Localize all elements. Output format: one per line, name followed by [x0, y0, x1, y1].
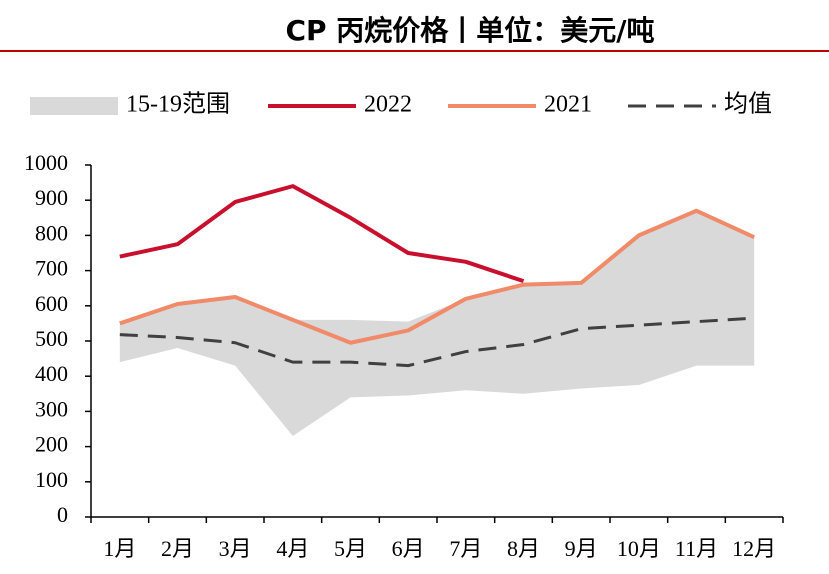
x-tick-label: 9月 — [565, 536, 598, 561]
legend-label: 2021 — [544, 92, 592, 118]
y-tick-label: 0 — [57, 502, 68, 527]
y-tick-label: 1000 — [24, 150, 68, 175]
legend-label: 均值 — [724, 91, 772, 118]
x-tick-label: 7月 — [449, 536, 482, 561]
y-tick-label: 500 — [35, 326, 68, 351]
x-tick-label: 8月 — [507, 536, 540, 561]
series-line — [119, 184, 525, 284]
y-tick-label: 300 — [35, 396, 68, 421]
legend-label: 2022 — [364, 92, 412, 118]
x-tick-label: 5月 — [334, 536, 367, 561]
y-tick-label: 600 — [35, 291, 68, 316]
chart-title: CP 丙烷价格丨单位：美元/吨 — [285, 14, 654, 47]
y-tick-label: 400 — [35, 361, 68, 386]
x-tick-label: 12月 — [732, 536, 776, 561]
legend-swatch — [30, 97, 118, 115]
y-tick-label: 200 — [35, 432, 68, 457]
x-tick-label: 6月 — [392, 536, 425, 561]
range-band — [119, 210, 755, 437]
x-tick-label: 4月 — [276, 536, 309, 561]
y-tick-label: 900 — [35, 185, 68, 210]
y-tick-label: 800 — [35, 220, 68, 245]
x-tick-label: 2月 — [161, 536, 194, 561]
series-line — [119, 208, 755, 345]
x-tick-label: 11月 — [675, 536, 718, 561]
y-tick-label: 700 — [35, 256, 68, 281]
x-tick-label: 10月 — [617, 536, 661, 561]
x-tick-label: 1月 — [103, 536, 136, 561]
legend-label: 15-19范围 — [126, 91, 230, 118]
y-tick-label: 100 — [35, 467, 68, 492]
x-tick-label: 3月 — [219, 536, 252, 561]
series-line — [119, 316, 755, 368]
